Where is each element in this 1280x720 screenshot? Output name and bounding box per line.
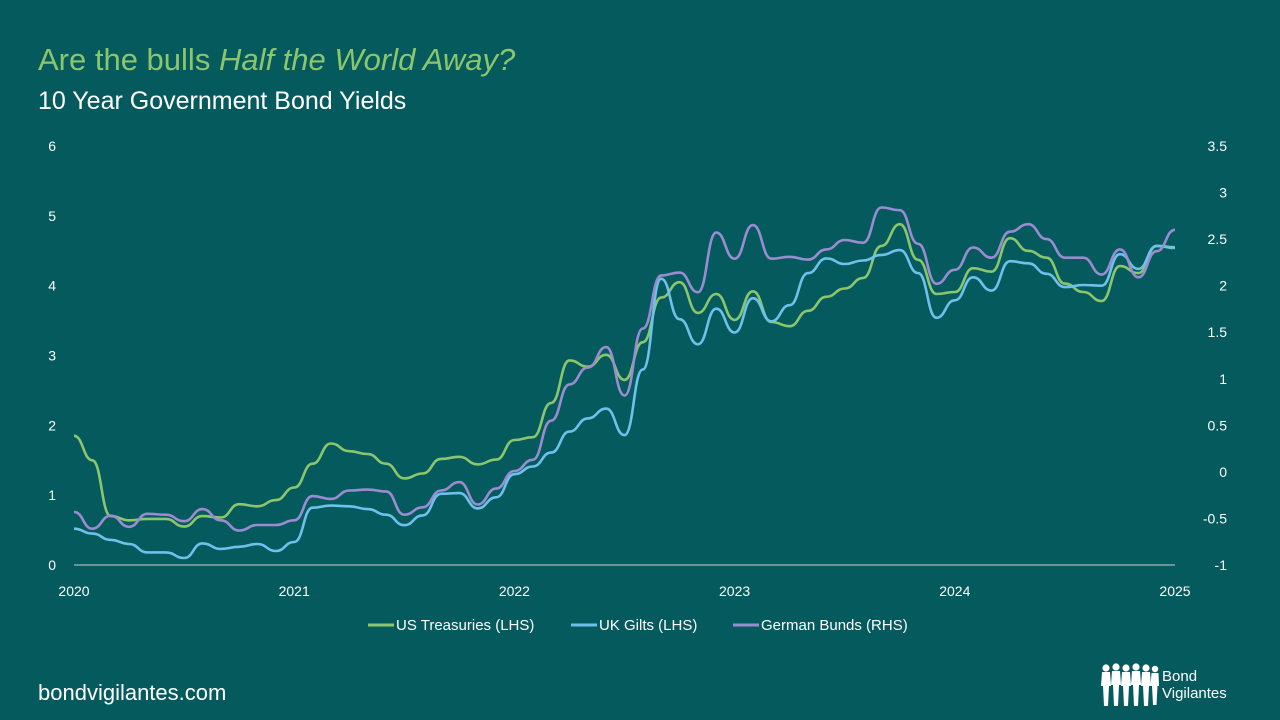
chart-title: Are the bulls Half the World Away? — [38, 42, 515, 78]
series-line-us-treasuries-lhs — [73, 222, 1176, 528]
legend-label: UK Gilts (LHS) — [599, 617, 697, 634]
y-right-tick-label: 0 — [1219, 464, 1227, 480]
chart-title-plain: Are the bulls — [38, 42, 219, 77]
y-left-tick-label: 0 — [48, 557, 56, 573]
y-left-tick-label: 4 — [48, 278, 56, 294]
y-left-tick-label: 2 — [48, 417, 56, 433]
y-right-tick-label: 1 — [1219, 371, 1227, 387]
y-right-tick-label: -0.5 — [1203, 510, 1227, 526]
x-tick-label: 2025 — [1159, 583, 1190, 599]
chart-title-italic: Half the World Away? — [218, 42, 516, 77]
legend-label: US Treasuries (LHS) — [396, 617, 534, 634]
y-right-tick-label: 2 — [1219, 278, 1227, 294]
x-tick-label: 2021 — [279, 583, 310, 599]
logo-text-line2: Vigilantes — [1162, 685, 1227, 702]
logo-people-icon — [1101, 663, 1159, 706]
y-right-tick-label: 0.5 — [1208, 417, 1228, 433]
y-right-tick-label: 3 — [1219, 185, 1227, 201]
y-right-tick-label: 3.5 — [1208, 138, 1228, 154]
chart-subtitle: 10 Year Government Bond Yields — [38, 87, 407, 115]
y-left-tick-label: 3 — [48, 348, 56, 364]
bond-vigilantes-logo: Bond Vigilantes — [1100, 662, 1250, 712]
website-url[interactable]: bondvigilantes.com — [38, 680, 227, 705]
series-line-uk-gilts-lhs — [73, 244, 1176, 560]
y-left-tick-label: 5 — [48, 208, 56, 224]
legend-label: German Bunds (RHS) — [761, 617, 908, 634]
x-tick-label: 2022 — [499, 583, 530, 599]
x-tick-label: 2020 — [58, 583, 89, 599]
x-tick-label: 2023 — [719, 583, 750, 599]
y-right-tick-label: -1 — [1215, 557, 1228, 573]
logo-text-line1: Bond — [1162, 668, 1198, 685]
series-line-german-bunds-rhs — [73, 206, 1176, 532]
x-tick-label: 2024 — [939, 583, 970, 599]
y-left-tick-label: 6 — [48, 138, 56, 154]
y-left-tick-label: 1 — [48, 487, 56, 503]
y-right-tick-label: 1.5 — [1208, 324, 1228, 340]
logo-text: Bond Vigilantes — [1162, 668, 1227, 702]
y-right-tick-label: 2.5 — [1208, 231, 1228, 247]
